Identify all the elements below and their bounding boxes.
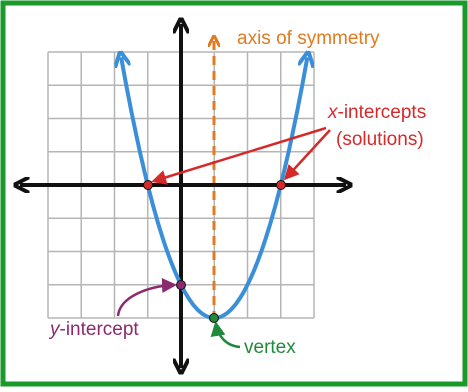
arrow <box>210 321 241 349</box>
variable: y <box>48 319 61 340</box>
label-text: -intercepts <box>338 102 427 123</box>
y-intercept-label: y-intercept <box>48 319 139 340</box>
arrow <box>283 129 331 181</box>
axis-label: axis of symmetry <box>237 28 380 49</box>
label-text: -intercept <box>60 319 140 340</box>
y-intercept-point <box>176 280 186 290</box>
arrow <box>151 126 327 185</box>
x-intercept-point <box>143 180 153 190</box>
vertex-label: vertex <box>244 337 296 358</box>
x-intercepts-label: x-intercepts <box>327 102 426 123</box>
x-intercepts-label-2: (solutions) <box>336 129 424 150</box>
vertex-point <box>209 313 219 323</box>
variable: x <box>327 102 339 123</box>
x-intercept-point <box>276 180 286 190</box>
arrow <box>116 278 177 317</box>
